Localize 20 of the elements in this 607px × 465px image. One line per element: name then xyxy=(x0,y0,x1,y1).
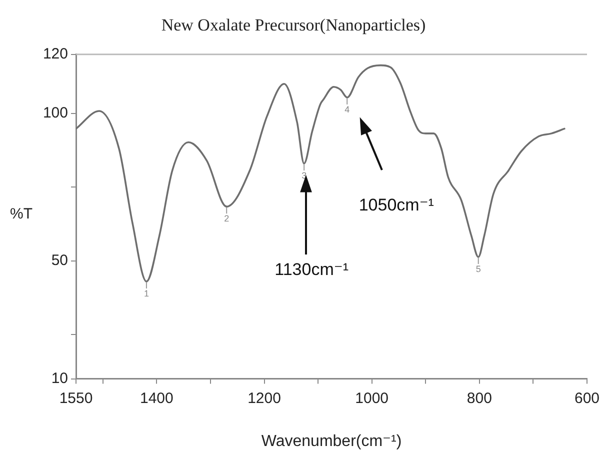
chart-title: New Oxalate Precursor(Nanoparticles) xyxy=(161,16,426,35)
x-tick-label: 800 xyxy=(466,390,492,407)
y-tick-label: 10 xyxy=(51,370,68,387)
x-tick-label: 1000 xyxy=(355,390,389,407)
x-tick-label: 1400 xyxy=(140,390,174,407)
y-tick-label: 50 xyxy=(51,252,68,269)
x-tick-label: 1200 xyxy=(248,390,281,407)
x-axis-title: Wavenumber(cm⁻¹) xyxy=(261,432,402,450)
line-series xyxy=(76,64,566,282)
annotation: 2 xyxy=(224,214,230,224)
annotation: 1130cm⁻¹ xyxy=(274,260,349,280)
y-tick-label: 120 xyxy=(42,46,68,63)
annotation: 1050cm⁻¹ xyxy=(358,195,434,214)
annotation: 4 xyxy=(344,104,350,114)
x-tick-label: 1550 xyxy=(59,390,93,407)
x-tick-label: 600 xyxy=(574,390,600,407)
y-axis-title: %T xyxy=(10,206,32,223)
annotation: 5 xyxy=(476,264,481,274)
y-tick-label: 100 xyxy=(42,104,68,122)
annotation: 1 xyxy=(144,288,149,298)
